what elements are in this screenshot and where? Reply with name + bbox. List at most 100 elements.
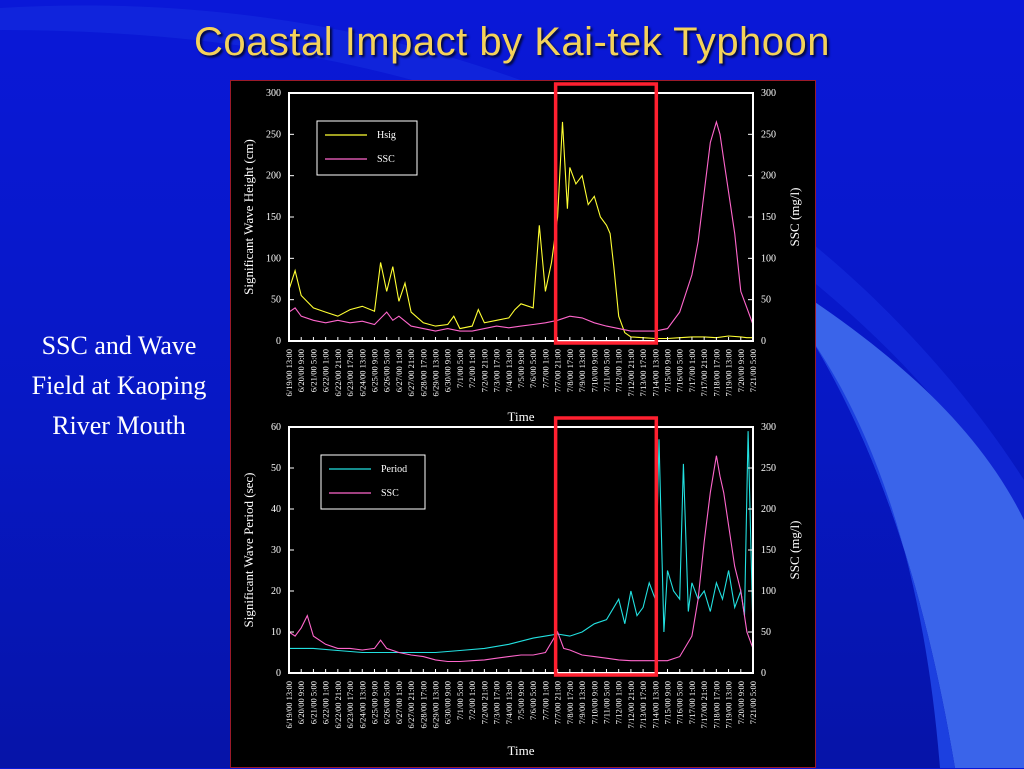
x-tick-label: 7/18/00 17:00 xyxy=(711,681,721,728)
x-tick-label: 6/22/00 21:00 xyxy=(333,349,343,396)
x-tick-label: 6/29/00 13:00 xyxy=(431,681,441,728)
x-tick-label: 7/13/00 17:00 xyxy=(638,681,648,728)
x-tick-label: 7/4/00 13:00 xyxy=(504,681,514,724)
y-tick-label: 250 xyxy=(266,129,281,140)
y-tick-label: 0 xyxy=(276,668,281,679)
x-tick-label: 7/14/00 13:00 xyxy=(650,349,660,396)
x-tick-label: 7/17/00 1:00 xyxy=(687,681,697,724)
x-tick-label: 7/1/00 5:00 xyxy=(455,349,465,388)
y-tick-label: 300 xyxy=(266,88,281,99)
x-tick-label: 7/6/00 5:00 xyxy=(528,349,538,388)
caption-line: River Mouth xyxy=(52,411,186,440)
x-tick-label: 7/20/00 9:00 xyxy=(736,681,746,724)
y2-tick-label: 0 xyxy=(761,336,766,347)
x-tick-label: 7/21/00 5:00 xyxy=(748,681,758,724)
typhoon-highlight-box xyxy=(553,416,659,677)
x-tick-label: 7/15/00 9:00 xyxy=(663,681,673,724)
x-tick-label: 6/22/00 1:00 xyxy=(321,681,331,724)
x-tick-label: 7/17/00 1:00 xyxy=(687,349,697,392)
legend-label: Hsig xyxy=(377,130,396,141)
x-tick-label: 7/9/00 13:00 xyxy=(577,681,587,724)
x-tick-label: 7/21/00 5:00 xyxy=(748,349,758,392)
series-line-hsig xyxy=(288,121,753,340)
x-tick-label: 6/21/00 5:00 xyxy=(308,349,318,392)
x-axis-label: Time xyxy=(508,409,535,424)
x-tick-label: 7/17/00 21:00 xyxy=(699,349,709,396)
legend-box xyxy=(316,120,418,176)
x-tick-label: 7/19/00 13:00 xyxy=(724,349,734,396)
x-tick-label: 7/16/00 5:00 xyxy=(675,349,685,392)
x-tick-label: 7/16/00 5:00 xyxy=(675,681,685,724)
y2-tick-label: 100 xyxy=(761,586,776,597)
y-tick-label: 40 xyxy=(271,504,281,515)
x-tick-label: 7/13/00 17:00 xyxy=(638,349,648,396)
x-tick-label: 6/22/00 21:00 xyxy=(333,681,343,728)
y-tick-label: 10 xyxy=(271,627,281,638)
x-tick-label: 7/11/00 5:00 xyxy=(601,349,611,392)
y2-tick-label: 250 xyxy=(761,463,776,474)
y2-tick-label: 100 xyxy=(761,253,776,264)
y2-tick-label: 200 xyxy=(761,504,776,515)
x-tick-label: 6/27/00 1:00 xyxy=(394,681,404,724)
x-tick-label: 6/19/00 13:00 xyxy=(284,681,294,728)
y2-tick-label: 200 xyxy=(761,171,776,182)
x-tick-label: 7/12/00 21:00 xyxy=(626,349,636,396)
x-tick-label: 7/3/00 17:00 xyxy=(492,349,502,392)
y2-tick-label: 250 xyxy=(761,129,776,140)
x-tick-label: 7/19/00 13:00 xyxy=(724,681,734,728)
caption-line: SSC and Wave xyxy=(41,331,197,360)
x-tick-label: 6/30/00 9:00 xyxy=(443,349,453,392)
legend-label: SSC xyxy=(377,154,395,165)
x-tick-label: 7/8/00 17:00 xyxy=(565,681,575,724)
y-tick-label: 150 xyxy=(266,212,281,223)
x-tick-label: 7/6/00 5:00 xyxy=(528,681,538,720)
x-tick-label: 7/8/00 17:00 xyxy=(565,349,575,392)
x-tick-label: 6/23/00 17:00 xyxy=(345,349,355,396)
x-tick-label: 6/23/00 17:00 xyxy=(345,681,355,728)
typhoon-highlight-box xyxy=(553,82,659,345)
x-tick-label: 7/15/00 9:00 xyxy=(663,349,673,392)
x-tick-label: 7/12/00 1:00 xyxy=(614,349,624,392)
x-tick-label: 7/2/00 1:00 xyxy=(467,349,477,388)
y-tick-label: 200 xyxy=(266,171,281,182)
y2-tick-label: 50 xyxy=(761,627,771,638)
x-tick-label: 6/29/00 13:00 xyxy=(431,349,441,396)
x-tick-label: 7/7/00 1:00 xyxy=(540,681,550,720)
x-axis-label: Time xyxy=(508,743,535,758)
x-tick-label: 6/25/00 9:00 xyxy=(369,681,379,724)
caption-line: Field at Kaoping xyxy=(31,371,207,400)
y2-tick-label: 150 xyxy=(761,545,776,556)
chart-1: 0 50 100 150 200 250 300 0 50 100 150 200 250 300 6/19… xyxy=(241,82,802,424)
figure-panel: 0 50 100 150 200 250 300 0 50 100 150 200 250 300 6/19… xyxy=(230,80,816,768)
x-tick-label: 6/24/00 13:00 xyxy=(357,349,367,396)
y-axis-label: Significant Wave Period (sec) xyxy=(241,472,256,627)
x-tick-label: 6/28/00 17:00 xyxy=(418,681,428,728)
series-line-ssc xyxy=(288,119,754,332)
y2-axis-label: SSC (mg/l) xyxy=(787,521,802,580)
y-tick-label: 100 xyxy=(266,253,281,264)
y-tick-label: 60 xyxy=(271,422,281,433)
x-tick-label: 7/14/00 13:00 xyxy=(650,681,660,728)
x-tick-label: 7/7/00 21:00 xyxy=(553,349,563,392)
x-tick-label: 7/10/00 9:00 xyxy=(589,349,599,392)
y2-tick-label: 300 xyxy=(761,422,776,433)
x-tick-label: 7/1/00 5:00 xyxy=(455,681,465,720)
y-tick-label: 30 xyxy=(271,545,281,556)
x-tick-label: 6/24/00 13:00 xyxy=(357,681,367,728)
y-axis-label: Significant Wave Height (cm) xyxy=(241,139,256,295)
legend-label: SSC xyxy=(381,488,399,499)
y2-tick-label: 150 xyxy=(761,212,776,223)
y-tick-label: 50 xyxy=(271,295,281,306)
x-tick-label: 6/27/00 21:00 xyxy=(406,681,416,728)
x-tick-label: 7/5/00 9:00 xyxy=(516,681,526,720)
x-tick-label: 7/18/00 17:00 xyxy=(711,349,721,396)
x-tick-label: 6/25/00 9:00 xyxy=(369,349,379,392)
x-tick-label: 6/26/00 5:00 xyxy=(382,349,392,392)
slide-title: Coastal Impact by Kai-tek Typhoon xyxy=(193,20,831,64)
x-tick-label: 7/5/00 9:00 xyxy=(516,349,526,388)
x-tick-label: 7/11/00 5:00 xyxy=(601,681,611,724)
x-tick-label: 7/7/00 21:00 xyxy=(553,681,563,724)
x-tick-label: 7/7/00 1:00 xyxy=(540,349,550,388)
legend-box xyxy=(320,454,426,510)
side-caption: SSC and Wave Field at Kaoping River Mout… xyxy=(0,326,238,446)
